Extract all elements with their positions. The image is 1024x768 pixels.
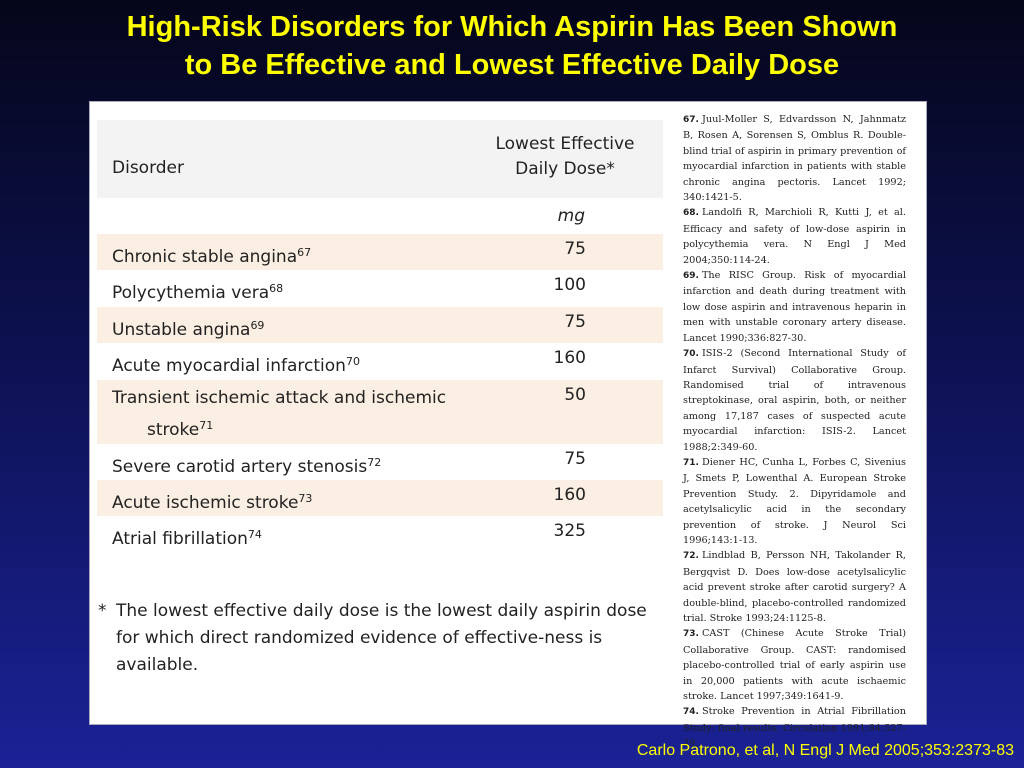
reference-item: 74. Stroke Prevention in Atrial Fibrillat… [683, 704, 906, 751]
dose-cell: 75 [564, 239, 586, 259]
source-citation: Carlo Patrono, et al, N Engl J Med 2005;… [636, 742, 1014, 759]
footnote-asterisk: * [98, 601, 107, 621]
reference-marker: 72 [367, 456, 382, 469]
dose-cell: 160 [553, 485, 586, 505]
reference-marker: 68 [269, 282, 284, 295]
reference-item: 67. Juul-Moller S, Edvardsson N, Jahnmatz… [683, 112, 906, 205]
dose-cell: 325 [553, 521, 586, 541]
reference-number: 70. [683, 349, 699, 360]
disorder-cell: Transient ischemic attack and ischemic st… [112, 385, 512, 444]
header-dose-line-2: Daily Dose* [515, 159, 615, 179]
footnote-text: The lowest effective daily dose is the l… [116, 601, 647, 675]
disorder-cell: Atrial fibrillation74 [112, 521, 512, 553]
reference-number: 68. [683, 208, 699, 219]
disorder-cell: Acute ischemic stroke73 [112, 485, 512, 517]
reference-item: 73. CAST (Chinese Acute Stroke Trial) Col… [683, 626, 906, 704]
reference-item: 70. ISIS-2 (Second International Study of… [683, 346, 906, 455]
reference-number: 73. [683, 629, 699, 640]
reference-text: CAST (Chinese Acute Stroke Trial) Collab… [683, 628, 906, 703]
dose-cell: 50 [564, 385, 586, 405]
reference-number: 74. [683, 707, 699, 718]
table-row: Severe carotid artery stenosis72 75 [97, 444, 663, 480]
slide-title-line-1: High-Risk Disorders for Which Aspirin Ha… [126, 11, 898, 43]
reference-marker: 70 [345, 355, 360, 368]
table-footnote: * The lowest effective daily dose is the… [98, 598, 663, 679]
reference-text: Lindblad B, Persson NH, Takolander R, Be… [683, 550, 906, 624]
disorder-name: Transient ischemic attack and ischemic [112, 388, 447, 408]
reference-number: 71. [683, 457, 699, 468]
disorder-name: Atrial fibrillation [112, 529, 248, 549]
reference-number: 72. [683, 551, 699, 562]
disorder-name: Severe carotid artery stenosis [112, 457, 368, 477]
disorder-name: Acute myocardial infarction [112, 356, 346, 376]
reference-text: ISIS-2 (Second International Study of In… [683, 348, 906, 453]
table-row: Chronic stable angina67 75 [97, 234, 663, 270]
disorder-cell: Severe carotid artery stenosis72 [112, 449, 512, 481]
disorder-name: Unstable angina [112, 320, 251, 340]
reference-item: 71. Diener HC, Cunha L, Forbes C, Siveniu… [683, 455, 906, 548]
reference-text: Stroke Prevention in Atrial Fibrillation… [683, 706, 906, 750]
table-row: Unstable angina69 75 [97, 307, 663, 343]
table-row: Acute ischemic stroke73 160 [97, 480, 663, 516]
dose-units: mg [557, 206, 585, 226]
header-disorder: Disorder [112, 158, 185, 178]
dose-table: Disorder Lowest Effective Daily Dose* mg… [97, 120, 663, 553]
reference-number: 69. [683, 271, 699, 282]
reference-marker: 74 [247, 528, 262, 541]
table-row: Polycythemia vera68 100 [97, 270, 663, 307]
slide-title-line-2: to Be Effective and Lowest Effective Dai… [184, 49, 840, 81]
disorder-cell: Unstable angina69 [112, 312, 512, 344]
disorder-cell: Polycythemia vera68 [112, 275, 512, 307]
table-header-row: Disorder Lowest Effective Daily Dose* [97, 120, 663, 198]
dose-cell: 75 [564, 449, 586, 469]
reference-text: Juul-Moller S, Edvardsson N, Jahnmatz B,… [683, 114, 906, 204]
dose-cell: 160 [553, 348, 586, 368]
reference-text: Diener HC, Cunha L, Forbes C, Sivenius J… [683, 456, 906, 546]
reference-text: The RISC Group. Risk of myocardial infar… [683, 270, 906, 344]
units-row: mg [97, 198, 663, 234]
table-row: Acute myocardial infarction70 160 [97, 343, 663, 380]
reference-marker: 67 [297, 246, 312, 259]
reference-item: 69. The RISC Group. Risk of myocardial in… [683, 268, 906, 346]
disorder-name-continued: stroke [147, 420, 200, 440]
disorder-cell: Acute myocardial infarction70 [112, 348, 512, 380]
disorder-name: Polycythemia vera [112, 283, 270, 303]
disorder-cell: Chronic stable angina67 [112, 239, 512, 271]
reference-text: Landolfi R, Marchioli R, Kutti J, et al.… [683, 207, 906, 266]
reference-item: 72. Lindblad B, Persson NH, Takolander R,… [683, 548, 906, 626]
header-dose-line-1: Lowest Effective [495, 134, 635, 154]
reference-number: 67. [683, 115, 699, 125]
disorder-name: Acute ischemic stroke [112, 493, 299, 513]
reference-list: 67. Juul-Moller S, Edvardsson N, Jahnmatz… [683, 112, 906, 752]
disorder-name: Chronic stable angina [112, 247, 298, 267]
reference-marker: 69 [250, 319, 265, 332]
reference-item: 68. Landolfi R, Marchioli R, Kutti J, et … [683, 205, 906, 268]
table-row: Transient ischemic attack and ischemic st… [97, 380, 663, 444]
table-row: Atrial fibrillation74 325 [97, 516, 663, 553]
dose-cell: 75 [564, 312, 586, 332]
reference-marker: 71 [199, 419, 214, 432]
slide-title: High-Risk Disorders for Which Aspirin Ha… [0, 8, 1024, 84]
content-panel: Disorder Lowest Effective Daily Dose* mg… [89, 101, 927, 749]
header-dose: Lowest Effective Daily Dose* [475, 132, 655, 182]
reference-marker: 73 [298, 492, 313, 505]
dose-cell: 100 [553, 275, 586, 295]
